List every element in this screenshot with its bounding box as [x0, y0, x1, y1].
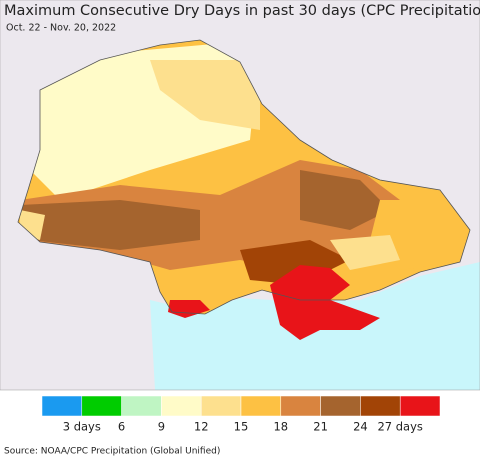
crimea-red — [270, 265, 380, 340]
legend-swatch — [240, 395, 282, 417]
legend-label: 18 — [273, 420, 288, 434]
fill-24b — [300, 170, 390, 230]
legend-swatch — [399, 395, 441, 417]
country-border — [17, 39, 471, 315]
title: Maximum Consecutive Dry Days in past 30 … — [4, 3, 480, 19]
legend-label: 6 — [118, 420, 125, 434]
legend-label: 12 — [194, 420, 209, 434]
legend-swatch — [280, 395, 321, 417]
legend-swatch — [161, 395, 202, 417]
fill-15 — [150, 60, 260, 130]
legend-swatch — [81, 395, 122, 417]
legend-label: 9 — [158, 420, 165, 434]
legend-swatch — [200, 395, 242, 417]
legend-swatch — [41, 395, 83, 417]
legend-label: 21 — [313, 420, 328, 434]
legend-swatch — [360, 395, 401, 417]
source: Source: NOAA/CPC Precipitation (Global U… — [4, 447, 220, 457]
legend-label: 24 — [353, 420, 368, 434]
legend-swatch — [320, 395, 361, 417]
fill-15-east — [330, 235, 400, 270]
legend-label: 3 days — [63, 420, 101, 434]
odesa-red — [168, 300, 210, 318]
legend-label: 15 — [234, 420, 249, 434]
legend: 3 days 6 9 12 15 18 21 24 27 days — [41, 395, 441, 434]
subtitle: Oct. 22 - Nov. 20, 2022 — [6, 23, 116, 34]
legend-label: 27 days — [377, 420, 422, 434]
map-frame — [0, 0, 480, 391]
legend-swatch — [121, 395, 162, 417]
fill-24 — [20, 200, 200, 250]
